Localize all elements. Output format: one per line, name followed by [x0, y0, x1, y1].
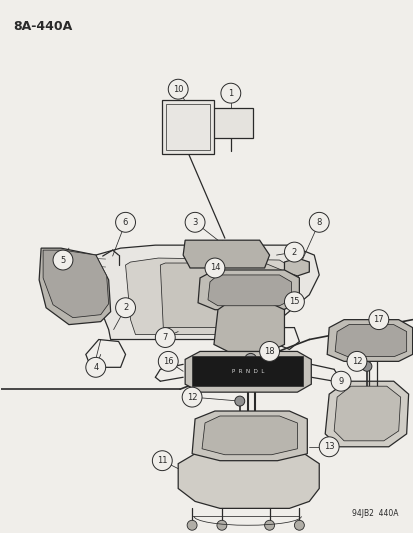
- Text: 1: 1: [228, 88, 233, 98]
- Text: 8A-440A: 8A-440A: [13, 20, 72, 33]
- Text: 6: 6: [123, 218, 128, 227]
- Circle shape: [259, 342, 279, 361]
- Circle shape: [85, 358, 105, 377]
- Text: 17: 17: [373, 315, 383, 324]
- Circle shape: [185, 212, 204, 232]
- Circle shape: [221, 83, 240, 103]
- Circle shape: [158, 351, 178, 372]
- Circle shape: [368, 310, 388, 329]
- Polygon shape: [214, 303, 284, 351]
- Text: 14: 14: [209, 263, 220, 272]
- Text: 2: 2: [123, 303, 128, 312]
- Polygon shape: [160, 263, 284, 328]
- Circle shape: [115, 212, 135, 232]
- FancyBboxPatch shape: [209, 108, 252, 138]
- Circle shape: [330, 372, 350, 391]
- Text: 12: 12: [186, 393, 197, 402]
- Text: 9: 9: [338, 377, 343, 386]
- Circle shape: [346, 351, 366, 372]
- Polygon shape: [333, 386, 400, 441]
- Polygon shape: [326, 320, 412, 361]
- Polygon shape: [178, 454, 318, 508]
- Text: 15: 15: [288, 297, 299, 306]
- Polygon shape: [207, 275, 291, 306]
- Circle shape: [361, 361, 371, 372]
- Polygon shape: [125, 258, 299, 335]
- FancyBboxPatch shape: [162, 100, 214, 154]
- Polygon shape: [95, 245, 318, 340]
- Polygon shape: [202, 416, 297, 455]
- Text: 4: 4: [93, 363, 98, 372]
- Circle shape: [284, 292, 304, 312]
- Text: 10: 10: [173, 85, 183, 94]
- Circle shape: [234, 396, 244, 406]
- Circle shape: [309, 212, 328, 232]
- Text: 7: 7: [162, 333, 168, 342]
- Circle shape: [182, 387, 202, 407]
- Text: P  R  N  D  L: P R N D L: [231, 369, 263, 374]
- Circle shape: [284, 242, 304, 262]
- Text: 16: 16: [163, 357, 173, 366]
- Circle shape: [187, 520, 197, 530]
- Circle shape: [152, 451, 172, 471]
- Polygon shape: [335, 325, 406, 357]
- Text: 12: 12: [351, 357, 361, 366]
- Polygon shape: [325, 381, 408, 447]
- Circle shape: [244, 353, 256, 365]
- Circle shape: [168, 79, 188, 99]
- Polygon shape: [185, 351, 311, 392]
- Polygon shape: [197, 270, 299, 310]
- Polygon shape: [192, 411, 306, 461]
- Circle shape: [294, 520, 304, 530]
- Text: 2WD
N
4LO: 2WD N 4LO: [179, 110, 197, 144]
- Polygon shape: [39, 248, 110, 325]
- Polygon shape: [284, 258, 309, 276]
- Text: 13: 13: [323, 442, 334, 451]
- Text: 8: 8: [316, 218, 321, 227]
- Circle shape: [204, 258, 224, 278]
- Text: 5: 5: [60, 255, 65, 264]
- FancyBboxPatch shape: [192, 357, 303, 386]
- Text: 11: 11: [157, 456, 167, 465]
- Text: 18: 18: [263, 347, 274, 356]
- Text: 94JB2  440A: 94JB2 440A: [351, 510, 398, 518]
- Circle shape: [216, 520, 226, 530]
- Circle shape: [155, 328, 175, 348]
- Polygon shape: [43, 250, 108, 318]
- Circle shape: [53, 250, 73, 270]
- Circle shape: [115, 298, 135, 318]
- Text: 3: 3: [192, 218, 197, 227]
- Circle shape: [264, 520, 274, 530]
- Text: 2: 2: [291, 248, 296, 256]
- Circle shape: [318, 437, 338, 457]
- Polygon shape: [183, 240, 269, 268]
